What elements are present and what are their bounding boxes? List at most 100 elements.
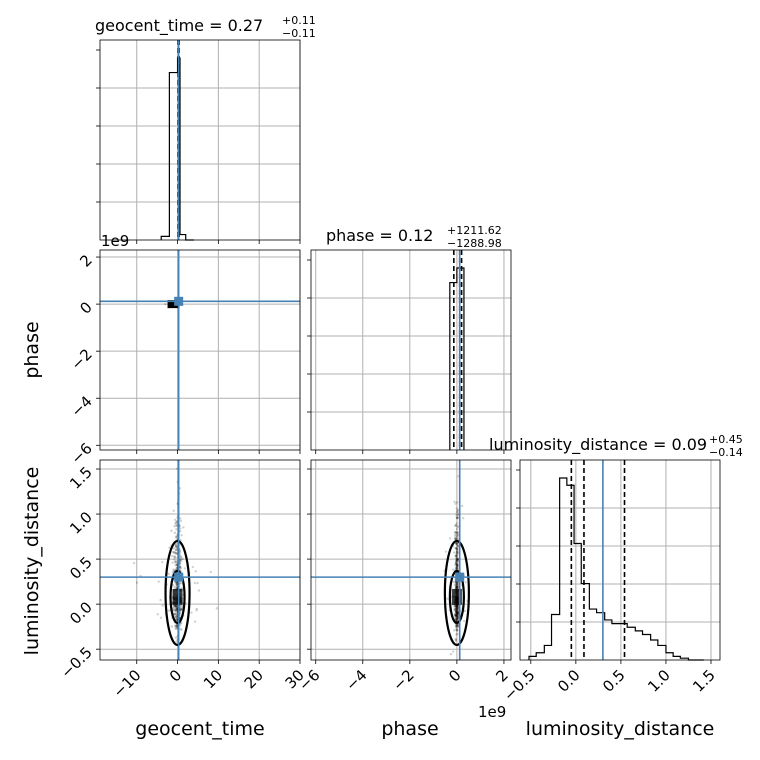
sample-point-phase-luminosity_distance-63 [455,567,458,570]
sample-point-phase-luminosity_distance-503 [455,586,458,589]
sample-point-geocent_time-luminosity_distance-493 [171,554,174,558]
sample-point-geocent_time-luminosity_distance-12 [175,605,179,608]
title-luminosity-distance-sub: −0.14 [709,446,743,459]
x-tick-label-phase-0: −6 [295,666,323,694]
sample-point-phase-luminosity_distance-445 [456,604,460,607]
sample-point-geocent_time-luminosity_distance-449 [175,582,178,585]
sample-point-phase-luminosity_distance-308 [455,584,458,587]
x-tick-label-luminosity_distance-2: 0.5 [599,666,629,696]
title-phase-sub: −1288.98 [447,237,502,250]
sample-point-phase-luminosity_distance-83 [455,624,458,628]
sample-point-phase-luminosity_distance-463 [456,586,460,589]
sample-point-phase-luminosity_distance-21 [456,534,459,537]
x-tick-label-phase-1: −4 [342,666,370,694]
sample-point-geocent_time-luminosity_distance-163 [178,549,182,552]
sample-point-phase-luminosity_distance-480 [455,581,458,585]
sample-point-phase-luminosity_distance-473 [454,559,458,563]
sample-point-phase-luminosity_distance-413 [456,583,459,586]
sample-point-phase-luminosity_distance-384 [455,555,458,558]
y-tick-label-luminosity_distance-2: 0.5 [66,553,96,583]
sample-point-phase-luminosity_distance-225 [456,612,459,616]
sample-point-geocent_time-luminosity_distance-261 [195,607,199,611]
sample-point-phase-luminosity_distance-142 [455,587,458,590]
sample-point-geocent_time-luminosity_distance-268 [175,563,179,567]
sample-point-geocent_time-luminosity_distance-114 [193,581,196,585]
sample-point-geocent_time-luminosity_distance-480 [174,624,177,628]
sample-point-phase-luminosity_distance-88 [452,604,456,607]
sample-point-phase-luminosity_distance-395 [455,615,459,618]
sample-point-geocent_time-luminosity_distance-151 [173,555,176,558]
sample-point-phase-luminosity_distance-22 [455,585,458,588]
sample-point-phase-luminosity_distance-299 [456,605,459,609]
sample-point-geocent_time-luminosity_distance-107 [173,604,177,607]
sample-point-phase-luminosity_distance-500 [456,607,459,611]
sample-point-phase-luminosity_distance-96 [455,614,458,617]
sample-point-geocent_time-luminosity_distance-54 [180,586,183,590]
sample-point-phase-luminosity_distance-183 [453,537,457,540]
y-tick-label-luminosity_distance-0: −0.5 [57,643,95,681]
sample-point-geocent_time-luminosity_distance-374 [174,615,178,619]
sample-point-phase-luminosity_distance-425 [455,542,459,545]
y-tick-label-luminosity_distance-3: 1.0 [66,508,96,538]
sample-point-geocent_time-luminosity_distance-59 [170,529,173,533]
sample-point-phase-luminosity_distance-148 [454,531,457,535]
sample-point-phase-luminosity_distance-98 [455,581,459,585]
sample-point-geocent_time-luminosity_distance-509 [181,557,184,561]
y-axis-label-phase: phase [21,321,43,378]
sample-point-geocent_time-luminosity_distance-172 [175,607,178,610]
sample-point-phase-luminosity_distance-269 [455,565,459,568]
panel-frame-luminosity_distance-luminosity_distance [519,459,721,661]
sample-point-geocent_time-luminosity_distance-475 [180,607,183,611]
sample-point-geocent_time-luminosity_distance-112 [174,604,178,608]
sample-point-geocent_time-luminosity_distance-364 [172,608,175,611]
sample-point-geocent_time-luminosity_distance-507 [175,624,179,627]
sample-point-phase-luminosity_distance-170 [454,557,458,561]
sample-point-phase-luminosity_distance-137 [455,567,458,570]
sample-point-phase-luminosity_distance-429 [456,615,460,618]
sample-point-phase-luminosity_distance-294 [455,633,458,636]
sample-point-geocent_time-luminosity_distance-145 [175,528,178,531]
sample-point-geocent_time-luminosity_distance-122 [175,520,179,523]
x-tick-label-geocent_time-3: 20 [241,666,267,692]
y-tick-label-phase-4: 2 [76,251,95,270]
sample-point-phase-luminosity_distance-93 [454,614,458,617]
sample-point-phase-luminosity_distance-90 [454,608,458,611]
sample-point-phase-luminosity_distance-57 [455,550,459,554]
x-tick-label-geocent_time-1: 0 [166,666,185,685]
sample-point-phase-luminosity_distance-394 [455,624,458,627]
sample-point-phase-luminosity_distance-415 [456,586,459,589]
sample-point-phase-luminosity_distance-424 [455,628,459,632]
sample-point-phase-luminosity_distance-240 [456,553,459,556]
frames-layer [99,39,721,661]
sample-point-phase-luminosity_distance-435 [455,604,459,608]
sample-point-phase-luminosity_distance-345 [455,611,459,615]
sample-point-phase-luminosity_distance-110 [455,629,459,632]
sample-point-phase-luminosity_distance-296 [455,605,458,608]
density-core-geocent_time-phase [167,300,180,309]
x-axis-label-geocent-time: geocent_time [135,718,264,740]
x-axis-label-luminosity-distance: luminosity_distance [526,718,715,740]
sample-point-phase-luminosity_distance-205 [454,639,457,642]
sample-point-phase-luminosity_distance-65 [455,563,458,567]
sample-point-phase-luminosity_distance-510 [454,610,457,613]
sample-point-phase-luminosity_distance-76 [454,607,458,610]
sample-point-geocent_time-luminosity_distance-218 [161,604,164,607]
sample-point-phase-luminosity_distance-25 [455,606,458,610]
sample-point-geocent_time-luminosity_distance-441 [174,624,177,627]
sample-point-geocent_time-luminosity_distance-417 [175,552,178,555]
sample-point-geocent_time-luminosity_distance-9 [174,636,177,639]
density-core-phase-luminosity_distance [451,588,462,605]
sample-point-phase-luminosity_distance-0 [456,585,459,588]
sample-point-phase-luminosity_distance-195 [452,650,455,653]
sample-point-geocent_time-luminosity_distance-269 [175,585,178,589]
sample-point-phase-luminosity_distance-258 [455,628,458,631]
sample-point-geocent_time-luminosity_distance-359 [174,556,177,559]
sample-point-phase-luminosity_distance-273 [456,547,459,551]
sample-point-phase-luminosity_distance-366 [453,609,456,612]
x-tick-label-geocent_time-0: −10 [109,666,144,701]
sample-point-geocent_time-luminosity_distance-160 [175,567,178,570]
sample-point-phase-luminosity_distance-200 [456,606,460,609]
sample-point-phase-luminosity_distance-51 [455,562,458,565]
sample-point-geocent_time-luminosity_distance-230 [174,609,177,612]
sample-point-geocent_time-luminosity_distance-271 [173,612,177,616]
